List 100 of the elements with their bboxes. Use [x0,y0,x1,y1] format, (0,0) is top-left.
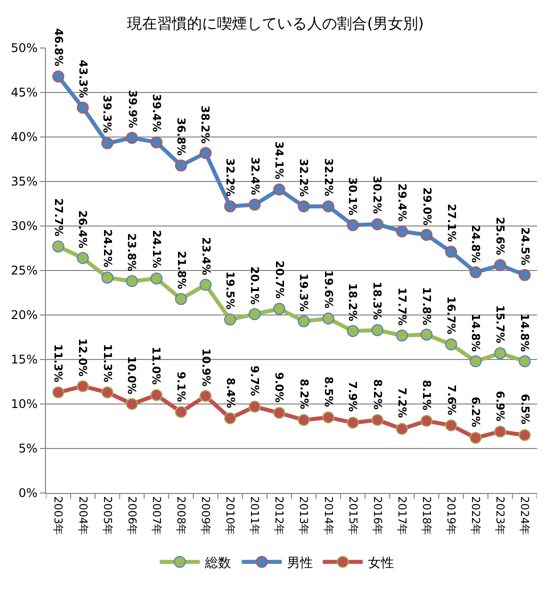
data-label: 20.1% [248,266,261,305]
x-tick-label: 2019年 [444,496,458,536]
point [322,200,334,212]
y-tick-label: 0% [18,486,38,500]
point [420,328,433,341]
point [518,268,531,281]
data-label: 24.5% [518,227,532,266]
point [52,386,64,398]
data-label: 6.9% [493,390,506,422]
point [175,292,188,305]
data-label: 23.4% [199,237,212,276]
point [445,338,458,350]
data-label: 11.0% [150,346,163,385]
point [76,380,89,392]
legend-label: 女性 [368,556,394,571]
data-label: 24.2% [101,229,114,268]
point [420,414,433,427]
data-label: 39.3% [100,94,114,134]
data-label: 25.6% [493,216,506,256]
data-label: 36.8% [174,117,188,156]
data-label: 7.6% [444,384,458,416]
data-label: 9.1% [174,371,188,402]
data-label: 8.5% [322,376,336,408]
point [470,355,482,368]
data-label: 12.0% [76,338,90,377]
point [224,200,236,212]
data-label: 34.1% [272,141,286,180]
point [224,313,236,326]
x-tick-label: 2008年 [174,496,188,536]
point [371,414,384,426]
x-tick-label: 2011年 [248,496,262,536]
point [101,272,114,284]
point [126,275,138,288]
x-tick-label: 2016年 [370,496,384,536]
data-label: 6.2% [468,396,482,428]
point [248,198,261,211]
legend-label: 総数 [204,556,231,571]
data-label: 17.7% [395,287,408,326]
chart-title: 現在習慣的に喫煙している人の割合(男女別) [127,14,424,32]
data-label: 27.1% [444,204,458,242]
point [494,426,506,438]
point [371,218,384,230]
data-label: 6.5% [518,394,532,424]
point [273,302,286,315]
point [150,272,162,285]
data-label: 30.2% [370,176,384,214]
data-label: 8.4% [224,378,237,408]
data-label: 30.1% [346,177,359,216]
y-tick-label: 5% [18,442,38,456]
point [346,416,359,429]
data-label: 8.2% [297,378,310,410]
y-tick-label: 45% [10,86,38,100]
point [248,400,261,413]
y-tick-label: 30% [10,219,38,234]
point [322,411,334,424]
data-label: 29.0% [420,187,434,226]
data-label: 19.3% [297,273,310,312]
point [298,200,310,212]
x-tick-label: 2007年 [150,496,163,536]
data-label: 39.9% [126,90,139,128]
x-tick-label: 2015年 [346,496,360,536]
point [494,347,506,360]
point [150,136,162,148]
x-tick-label: 2022年 [469,496,482,536]
point [470,432,482,444]
point [518,429,531,442]
data-label: 16.7% [444,296,458,334]
point [248,308,261,320]
x-tick-label: 2004年 [76,496,90,536]
point [101,137,114,150]
point [175,159,188,172]
data-label: 11.3% [100,344,114,382]
y-tick-label: 20% [10,308,38,322]
data-label: 32.2% [322,158,335,196]
data-label: 39.4% [150,94,163,132]
point [518,355,531,368]
data-label: 14.8% [468,314,482,352]
y-tick-label: 50% [10,41,38,56]
point [150,389,162,402]
data-label: 38.2% [198,105,212,144]
point [396,329,408,342]
data-label: 27.7% [52,198,65,236]
point [298,315,310,328]
point [445,419,458,432]
data-label: 19.5% [224,271,237,310]
data-label: 8.1% [420,380,433,410]
data-label: 9.0% [272,372,286,403]
data-label: 15.7% [493,305,506,344]
data-label: 32.2% [297,158,310,197]
data-label: 29.4% [395,183,408,222]
x-tick-label: 2010年 [224,496,237,536]
point [420,228,433,241]
x-tick-label: 2012年 [272,496,286,536]
point [494,259,506,272]
x-tick-label: 2017年 [395,496,408,536]
x-tick-label: 2005年 [100,496,114,536]
data-label: 10.9% [200,348,213,387]
data-label: 20.7% [273,260,286,299]
point [445,246,458,258]
legend-label: 男性 [286,556,313,571]
